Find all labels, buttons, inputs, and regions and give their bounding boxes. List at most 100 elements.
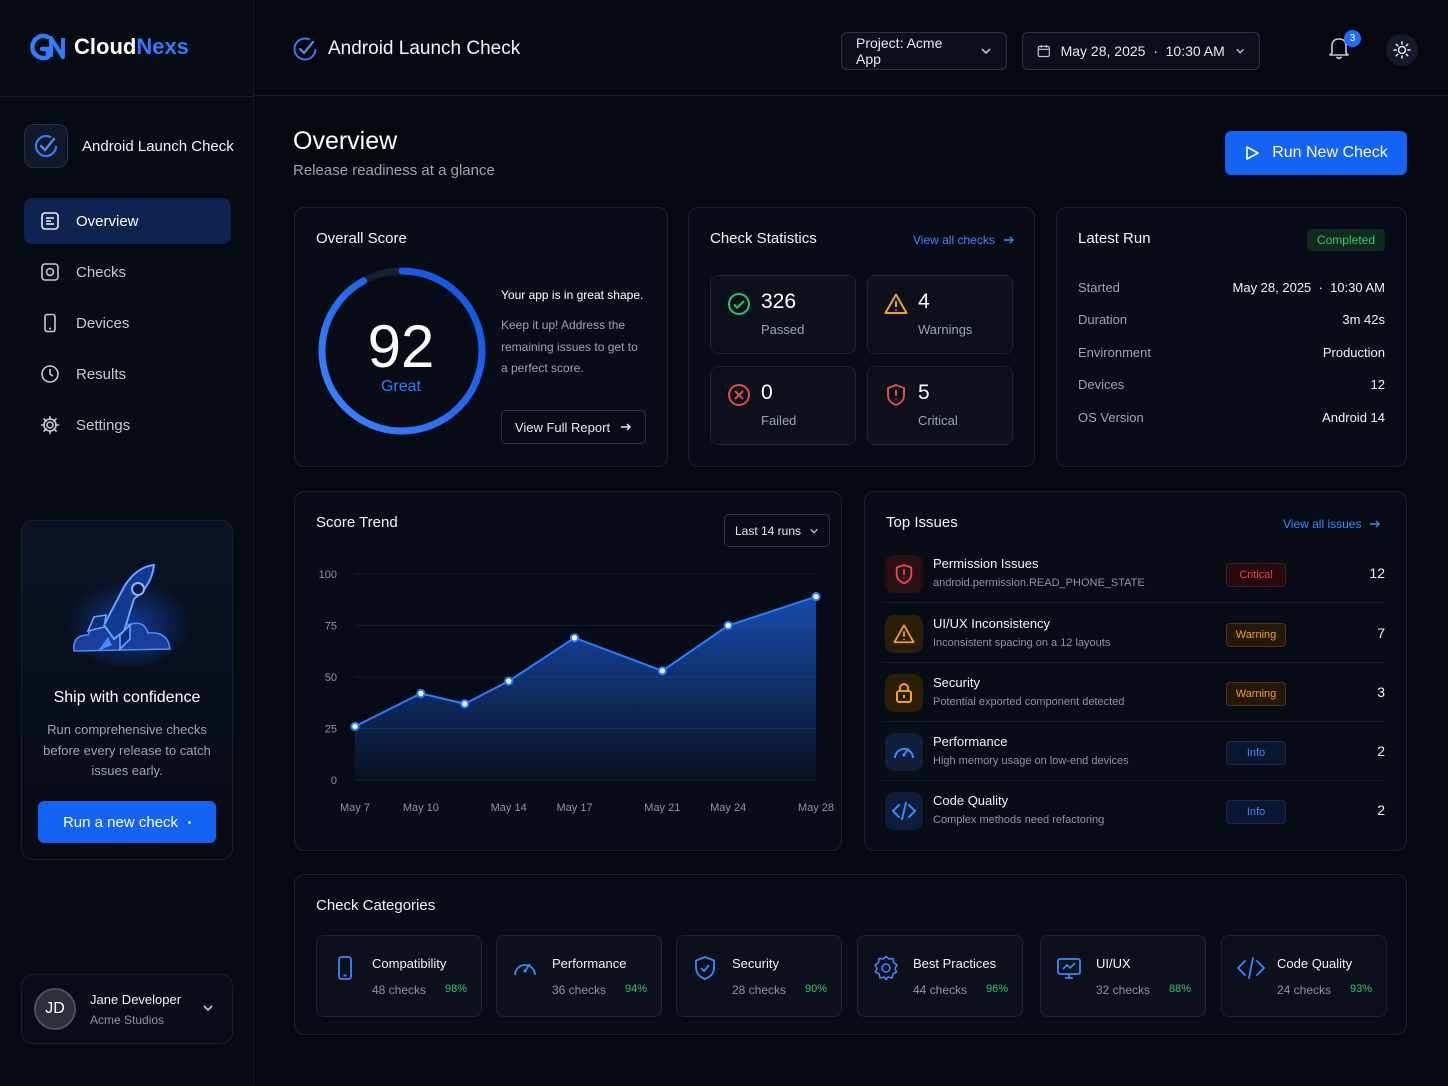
issue-row[interactable]: Performance High memory usage on low-end… — [881, 727, 1385, 781]
row-value: 12 — [1370, 377, 1385, 392]
chevron-down-icon — [203, 1005, 213, 1012]
category-name: Compatibility — [372, 956, 447, 971]
stat-warnings[interactable]: 4 Warnings — [867, 275, 1013, 354]
stat-value: 326 — [761, 290, 797, 313]
issue-row[interactable]: Security Potential exported component de… — [881, 668, 1385, 722]
score-text: Keep it up! Address the remaining issues… — [501, 318, 638, 375]
issue-row[interactable]: UI/UX Inconsistency Inconsistent spacing… — [881, 609, 1385, 663]
sidebar-divider — [0, 96, 254, 97]
category-performance[interactable]: Performance 36 checks 94% — [496, 935, 662, 1017]
run-row-started: Started May 28, 2025 · 10:30 AM — [1078, 280, 1385, 300]
score-message: Your app is in great shape. — [501, 288, 644, 302]
date-select[interactable]: May 28, 2025 · 10:30 AM — [1022, 32, 1260, 70]
view-all-issues-link[interactable]: View all issues — [1283, 517, 1381, 531]
run-row-os-version: OS Version Android 14 — [1078, 410, 1385, 430]
category-name: Best Practices — [913, 956, 997, 971]
dot-icon — [188, 820, 192, 824]
date-select-value: May 28, 2025 · 10:30 AM — [1060, 43, 1225, 59]
row-key: Devices — [1078, 377, 1125, 392]
project-select[interactable]: Project: Acme App — [841, 32, 1007, 70]
sidebar: CloudNexs Android Launch Check Overview … — [0, 0, 254, 1086]
project-switcher[interactable]: Android Launch Check — [24, 124, 234, 168]
check-circle-icon — [293, 37, 317, 61]
sidebar-item-results[interactable]: Results — [24, 351, 231, 397]
sidebar-item-label: Devices — [76, 314, 130, 332]
stat-label: Passed — [761, 322, 805, 337]
brand-logo[interactable]: CloudNexs — [28, 32, 189, 62]
data-point — [504, 676, 514, 686]
user-menu[interactable]: JD Jane Developer Acme Studios — [21, 974, 233, 1044]
page-subtitle: Release readiness at a glance — [293, 162, 495, 179]
latest-run-card: Latest Run Completed Started May 28, 2025… — [1056, 207, 1407, 467]
category-name: Performance — [552, 956, 627, 971]
top-issues-card: Top Issues View all issues Permission Is… — [864, 491, 1407, 851]
link-label: View all checks — [913, 233, 995, 247]
row-value: 3m 42s — [1342, 312, 1385, 327]
stat-critical[interactable]: 5 Critical — [867, 366, 1013, 445]
top-bar: Android Launch Check Project: Acme App M… — [254, 0, 1448, 96]
range-select[interactable]: Last 14 runs — [724, 514, 830, 547]
data-point — [460, 699, 470, 709]
x-tick-label: May 10 — [403, 802, 439, 814]
button-label: View Full Report — [514, 419, 611, 435]
run-row-environment: Environment Production — [1078, 345, 1385, 365]
x-tick-label: May 14 — [491, 802, 527, 814]
card-title: Check Statistics — [710, 230, 817, 247]
data-point — [657, 666, 667, 676]
category-code-quality[interactable]: Code Quality 24 checks 93% — [1221, 935, 1387, 1017]
stat-failed[interactable]: 0 Failed — [710, 366, 856, 445]
category-uiux[interactable]: UI/UX 32 checks 88% — [1040, 935, 1206, 1017]
row-value: May 28, 2025 · 10:30 AM — [1232, 280, 1385, 295]
score-trend-chart: 0 25 50 75 100 May 7 May 10 May 14 May 17 May 21 M… — [319, 569, 834, 814]
issue-subtitle: Potential exported component detected — [933, 696, 1125, 708]
row-key: Started — [1078, 280, 1120, 295]
card-title: Score Trend — [316, 514, 398, 531]
severity-badge: Warning — [1226, 623, 1286, 647]
header-title-text: Android Launch Check — [328, 38, 521, 59]
run-row-duration: Duration 3m 42s — [1078, 312, 1385, 332]
run-new-check-button[interactable]: Run New Check — [1225, 131, 1407, 175]
chevron-down-icon — [810, 528, 818, 534]
series-line — [354, 595, 817, 728]
shield-alert-icon — [887, 384, 905, 406]
y-tick-label: 25 — [325, 724, 337, 736]
x-tick-label: May 17 — [556, 802, 592, 814]
category-percent: 98% — [444, 983, 467, 995]
promo-text: Run comprehensive checks before every re… — [43, 722, 211, 778]
code-icon — [885, 792, 923, 830]
view-all-checks-link[interactable]: View all checks — [913, 233, 1015, 247]
category-best-practices[interactable]: Best Practices 44 checks 96% — [857, 935, 1023, 1017]
x-tick-label: May 28 — [798, 802, 834, 814]
theme-toggle[interactable] — [1386, 34, 1418, 66]
score-ring — [318, 267, 486, 435]
category-compatibility[interactable]: Compatibility 48 checks 98% — [316, 935, 482, 1017]
x-tick-label: May 24 — [710, 802, 746, 814]
view-full-report-button[interactable]: View Full Report — [501, 410, 646, 444]
issue-count: 3 — [1377, 684, 1385, 700]
category-percent: 94% — [624, 983, 647, 995]
button-label: Run New Check — [1272, 144, 1388, 161]
category-security[interactable]: Security 28 checks 90% — [676, 935, 842, 1017]
sidebar-item-checks[interactable]: Checks — [24, 249, 231, 295]
stat-passed[interactable]: 326 Passed — [710, 275, 856, 354]
sidebar-item-overview[interactable]: Overview — [24, 198, 231, 244]
data-point — [350, 721, 360, 732]
phone-icon — [338, 956, 352, 980]
issue-row[interactable]: Permission Issues android.permission.REA… — [881, 549, 1385, 603]
issue-row[interactable]: Code Quality Complex methods need refact… — [881, 786, 1385, 840]
category-count: 28 checks — [732, 983, 787, 997]
row-key: OS Version — [1078, 410, 1144, 425]
sidebar-item-devices[interactable]: Devices — [24, 300, 231, 346]
category-name: UI/UX — [1096, 956, 1131, 971]
category-percent: 93% — [1349, 983, 1372, 995]
run-new-check-sidebar-button[interactable]: Run a new check — [38, 801, 216, 843]
issue-title: UI/UX Inconsistency — [933, 616, 1051, 631]
sidebar-item-label: Overview — [76, 212, 139, 230]
lock-icon — [885, 674, 923, 712]
card-title: Overall Score — [316, 230, 407, 247]
bell-icon[interactable] — [1328, 36, 1350, 60]
sidebar-item-label: Checks — [76, 263, 127, 281]
sidebar-item-settings[interactable]: Settings — [24, 402, 231, 448]
card-title: Top Issues — [886, 514, 958, 531]
y-tick-label: 50 — [325, 672, 337, 684]
